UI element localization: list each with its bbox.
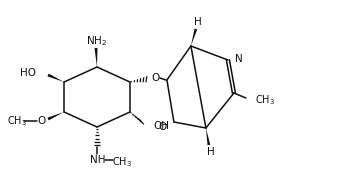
Text: HO: HO xyxy=(20,68,36,78)
Text: CH$_3$: CH$_3$ xyxy=(255,93,275,107)
Text: CH$_3$: CH$_3$ xyxy=(7,114,27,128)
Text: N: N xyxy=(235,54,243,64)
Text: OH: OH xyxy=(153,121,169,131)
Polygon shape xyxy=(47,112,64,120)
Polygon shape xyxy=(206,128,210,145)
Text: O: O xyxy=(159,122,167,132)
Polygon shape xyxy=(95,48,97,67)
Text: NH: NH xyxy=(90,155,106,165)
Text: O: O xyxy=(152,73,160,83)
Polygon shape xyxy=(47,74,64,82)
Text: H: H xyxy=(207,147,215,157)
Text: CH$_3$: CH$_3$ xyxy=(112,155,132,169)
Polygon shape xyxy=(191,29,197,46)
Text: H: H xyxy=(194,17,202,27)
Text: O: O xyxy=(37,116,45,126)
Text: NH$_2$: NH$_2$ xyxy=(86,34,108,48)
